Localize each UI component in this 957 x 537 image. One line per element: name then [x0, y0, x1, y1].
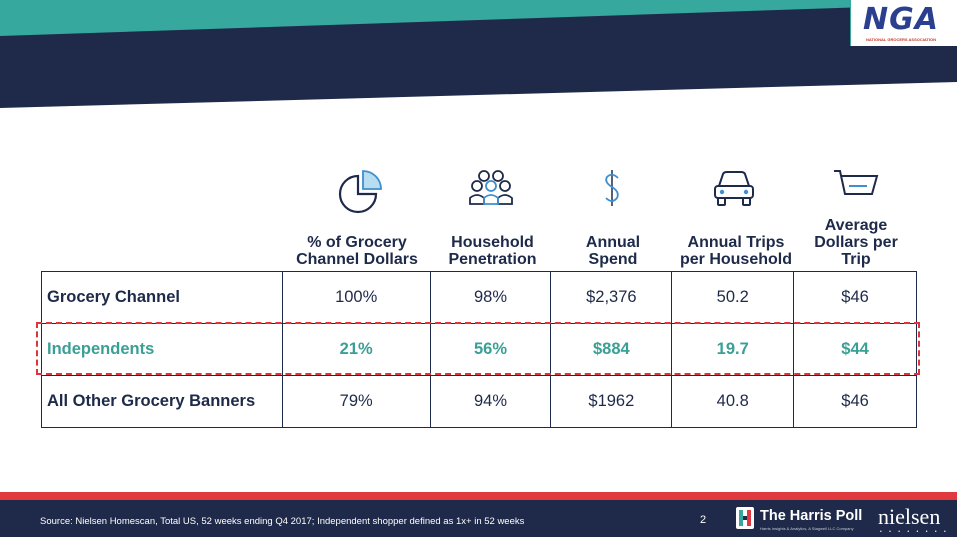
cell-annual-trips: 40.8	[671, 375, 795, 428]
harris-poll-logo-text: The Harris Poll	[760, 508, 863, 524]
table-row-independents: Independents 21% 56% $884 19.7 $44	[41, 323, 917, 376]
row-label: Grocery Channel	[41, 271, 283, 324]
people-icon	[468, 168, 514, 208]
nielsen-logo-dots: • • • • • • • •	[880, 529, 949, 535]
nga-logo-subtext: NATIONAL GROCERS ASSOCIATION	[865, 37, 937, 42]
dollar-icon	[601, 168, 623, 208]
cell-grocery-dollars: 79%	[281, 375, 431, 428]
cell-annual-spend: $2,376	[550, 271, 673, 324]
column-header-annual-spend: Annual Spend	[585, 234, 641, 268]
nielsen-logo: nielsen	[878, 504, 941, 529]
cell-household-penetration: 98%	[429, 271, 552, 324]
cell-avg-dollars: $46	[793, 271, 917, 324]
cell-annual-trips: 50.2	[671, 271, 795, 324]
nga-logo: NGA NATIONAL GROCERS ASSOCIATION	[858, 4, 944, 44]
cell-grocery-dollars: 100%	[281, 271, 431, 324]
harris-poll-tagline: Harris Insights & Analytics, A Stagwell …	[760, 526, 854, 531]
car-icon	[711, 168, 757, 208]
column-header-annual-trips: Annual Trips per Household	[679, 234, 792, 268]
cell-household-penetration: 56%	[429, 323, 552, 376]
column-header-household-penetration: Household Penetration	[448, 234, 537, 268]
cart-icon	[832, 168, 880, 202]
table-row-grocery-channel: Grocery Channel 100% 98% $2,376 50.2 $46	[41, 271, 917, 324]
header-shapes	[0, 0, 957, 108]
nga-logo-text: NGA	[863, 2, 939, 37]
cell-annual-spend: $884	[550, 323, 673, 376]
cell-avg-dollars: $46	[793, 375, 917, 428]
cell-grocery-dollars: 21%	[281, 323, 431, 376]
row-label: All Other Grocery Banners	[41, 375, 283, 428]
harris-poll-logo-icon	[736, 507, 754, 529]
cell-annual-trips: 19.7	[671, 323, 795, 376]
page-number: 2	[700, 514, 707, 526]
footer: Source: Nielsen Homescan, Total US, 52 w…	[0, 500, 957, 537]
column-header-grocery-dollars: % of Grocery Channel Dollars	[296, 234, 418, 268]
source-note: Source: Nielsen Homescan, Total US, 52 w…	[40, 516, 525, 527]
cell-annual-spend: $1962	[550, 375, 673, 428]
column-header-avg-dollars: Average Dollars per Trip	[814, 217, 898, 268]
cell-household-penetration: 94%	[429, 375, 552, 428]
row-label: Independents	[41, 323, 283, 376]
footer-red-stripe	[0, 492, 957, 500]
header-band: NGA NATIONAL GROCERS ASSOCIATION	[0, 0, 957, 110]
pie-chart-icon	[336, 168, 386, 216]
table-row-all-other: All Other Grocery Banners 79% 94% $1962 …	[41, 375, 917, 428]
cell-avg-dollars: $44	[793, 323, 917, 376]
metrics-table: Grocery Channel 100% 98% $2,376 50.2 $46…	[41, 271, 917, 428]
